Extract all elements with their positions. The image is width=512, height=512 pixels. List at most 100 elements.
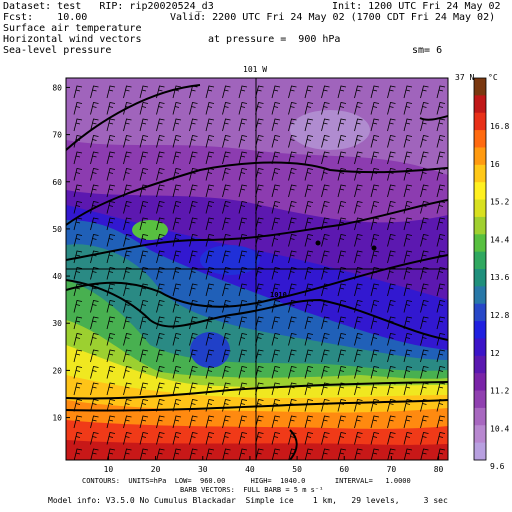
wind-barb	[106, 349, 116, 363]
wind-barb	[304, 432, 314, 445]
wind-barb	[123, 349, 132, 363]
wind-barb	[321, 448, 330, 460]
wind-barb	[139, 267, 149, 280]
wind-barb	[189, 201, 198, 214]
wind-barb	[337, 267, 347, 280]
wind-barb	[106, 102, 116, 115]
wind-barb	[354, 333, 363, 346]
wind-barb	[238, 366, 248, 379]
wind-barb	[238, 184, 248, 198]
wind-barb	[387, 432, 396, 445]
wind-barb	[420, 432, 429, 445]
wind-barb	[354, 102, 363, 115]
wind-barb	[321, 234, 330, 247]
wind-barb	[106, 382, 116, 396]
x-tick-label: 30	[198, 465, 208, 474]
wind-barb	[304, 184, 314, 198]
wind-barb	[189, 267, 198, 280]
wind-barb	[436, 184, 446, 198]
wind-barb	[271, 151, 281, 165]
wind-barb	[403, 234, 413, 247]
wind-barb	[304, 135, 314, 148]
wind-barb	[354, 300, 363, 313]
wind-barb	[123, 250, 132, 264]
colorbar-swatch	[474, 251, 486, 270]
wind-barb	[436, 267, 446, 280]
colorbar-swatch	[474, 199, 486, 218]
wind-barb	[304, 201, 314, 214]
wind-barb	[123, 201, 132, 214]
wind-barb	[321, 382, 330, 396]
wind-barb	[288, 283, 297, 297]
y-tick-label: 10	[52, 414, 62, 423]
colorbar-swatch	[474, 234, 486, 253]
wind-barb	[222, 184, 231, 198]
wind-barb	[106, 234, 116, 247]
wind-barb	[321, 135, 330, 148]
wind-barb	[205, 283, 215, 297]
wind-barb	[123, 448, 132, 460]
wind-barb	[156, 349, 165, 363]
wind-barb	[420, 151, 429, 165]
wind-barb	[387, 366, 396, 379]
colorbar-swatch	[474, 390, 486, 409]
wind-barb	[73, 432, 83, 445]
wind-barb	[189, 448, 198, 460]
wind-barb	[172, 448, 182, 460]
wind-barb	[403, 168, 413, 181]
wind-barb	[238, 283, 248, 297]
wind-barb	[288, 168, 297, 181]
wind-barb	[420, 366, 429, 379]
wind-barb	[139, 448, 149, 460]
wind-barb	[420, 267, 429, 280]
wind-barb	[205, 250, 215, 264]
wind-barb	[304, 151, 314, 165]
wind-barb	[288, 102, 297, 115]
wind-barb	[90, 432, 99, 445]
wind-barb	[403, 102, 413, 115]
field-name-temperature: Surface air temperature	[3, 23, 142, 34]
wind-barb	[304, 118, 314, 132]
wind-barb	[337, 366, 347, 379]
colorbar-swatch	[474, 164, 486, 183]
wind-barb	[387, 300, 396, 313]
wind-barb	[321, 316, 330, 330]
wind-barb	[436, 135, 446, 148]
wind-barb	[337, 415, 347, 429]
wind-barb	[238, 102, 248, 115]
wind-barb	[288, 184, 297, 198]
wind-barb	[420, 300, 429, 313]
wind-barb	[354, 184, 363, 198]
wind-barb	[387, 333, 396, 346]
wind-barb	[172, 168, 182, 181]
wind-barb	[222, 151, 231, 165]
wind-barb	[156, 201, 165, 214]
wind-barb	[288, 118, 297, 132]
colorbar-label: 9.6	[490, 462, 505, 471]
wind-barb	[123, 333, 132, 346]
colorbar-label: 13.6	[490, 273, 509, 282]
wind-barb	[189, 349, 198, 363]
forecast-hour: Fcst: 10.00	[3, 12, 88, 23]
wind-barb	[370, 234, 380, 247]
wind-barb	[139, 135, 149, 148]
wind-barb	[321, 349, 330, 363]
wind-barb	[420, 316, 429, 330]
wind-barb	[337, 250, 347, 264]
wind-barb	[403, 300, 413, 313]
wind-barb	[90, 300, 99, 313]
wind-barb	[387, 151, 396, 165]
wind-barb	[387, 85, 396, 99]
colorbar-swatch	[474, 216, 486, 235]
wind-barb	[403, 333, 413, 346]
wind-barb	[271, 267, 281, 280]
colorbar-swatch	[474, 95, 486, 114]
wind-barb	[304, 102, 314, 115]
colorbar-swatch	[474, 269, 486, 287]
wind-barb	[90, 366, 99, 379]
colorbar-swatch	[474, 338, 486, 357]
wind-barb	[370, 151, 380, 165]
wind-barb	[288, 135, 297, 148]
wind-barb	[436, 415, 446, 429]
wind-barb	[337, 201, 347, 214]
